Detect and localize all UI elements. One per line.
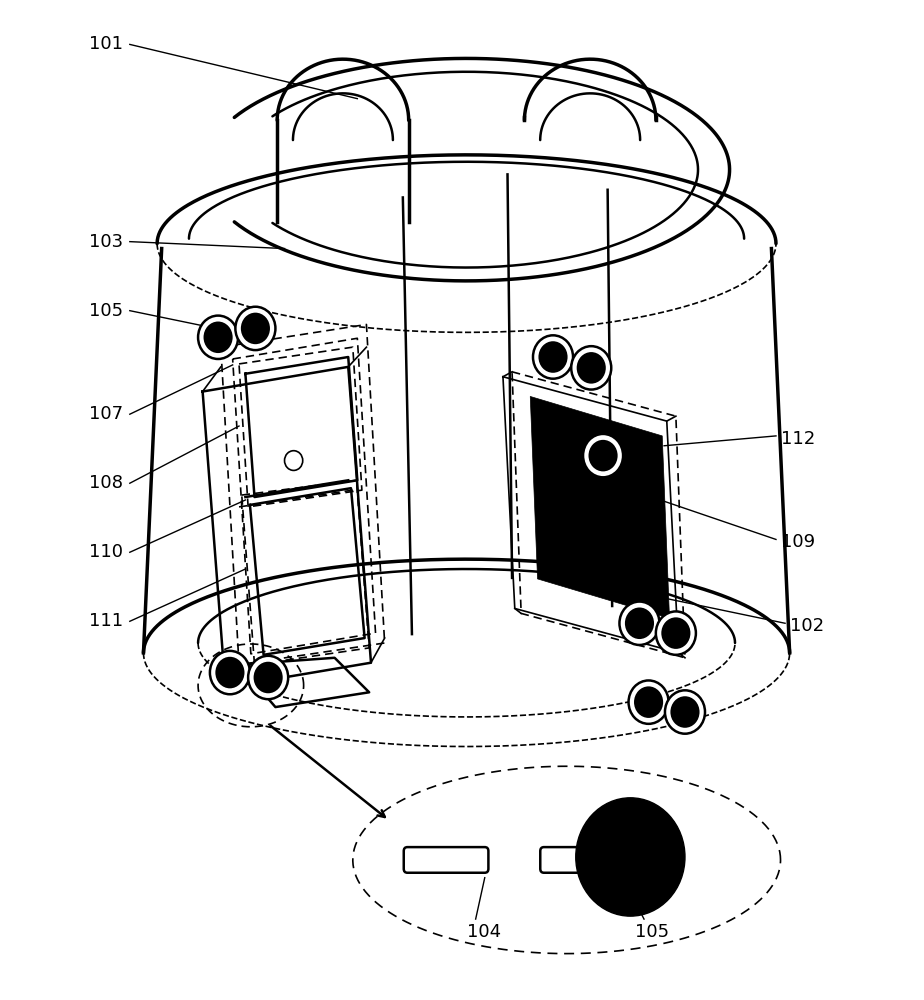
- Circle shape: [241, 313, 270, 344]
- Circle shape: [656, 611, 696, 655]
- Text: 105: 105: [635, 923, 669, 941]
- Circle shape: [539, 341, 567, 373]
- Circle shape: [589, 440, 617, 471]
- Text: 103: 103: [89, 233, 123, 251]
- FancyBboxPatch shape: [541, 847, 615, 873]
- Circle shape: [625, 607, 654, 639]
- Circle shape: [533, 335, 573, 379]
- Circle shape: [577, 352, 606, 384]
- Text: 110: 110: [89, 543, 123, 561]
- Circle shape: [215, 657, 245, 688]
- Circle shape: [236, 307, 275, 350]
- Text: 102: 102: [790, 617, 824, 635]
- Text: 101: 101: [89, 35, 123, 53]
- Circle shape: [634, 686, 663, 718]
- Text: 104: 104: [467, 923, 501, 941]
- Circle shape: [198, 316, 238, 359]
- Circle shape: [628, 680, 669, 724]
- Circle shape: [671, 696, 699, 728]
- Circle shape: [571, 346, 612, 390]
- Text: 109: 109: [781, 533, 815, 551]
- Circle shape: [210, 651, 250, 694]
- Text: 105: 105: [89, 302, 123, 320]
- Circle shape: [583, 434, 623, 477]
- FancyBboxPatch shape: [404, 847, 489, 873]
- Text: 108: 108: [89, 474, 123, 492]
- Circle shape: [576, 798, 685, 916]
- Text: 107: 107: [89, 405, 123, 423]
- Polygon shape: [530, 396, 670, 618]
- Circle shape: [253, 662, 283, 693]
- Circle shape: [249, 656, 288, 699]
- Text: 111: 111: [89, 612, 123, 630]
- Circle shape: [203, 322, 233, 353]
- Circle shape: [665, 690, 705, 734]
- Circle shape: [662, 617, 690, 649]
- Text: 112: 112: [781, 430, 815, 448]
- Circle shape: [619, 602, 660, 645]
